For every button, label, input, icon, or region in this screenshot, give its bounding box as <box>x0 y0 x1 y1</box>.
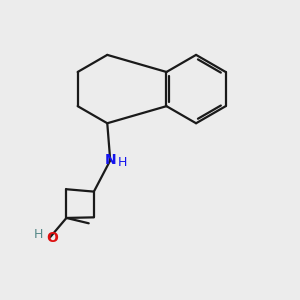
Text: N: N <box>104 153 116 167</box>
Text: H: H <box>34 228 44 242</box>
Text: O: O <box>46 231 58 245</box>
Text: H: H <box>118 156 128 169</box>
